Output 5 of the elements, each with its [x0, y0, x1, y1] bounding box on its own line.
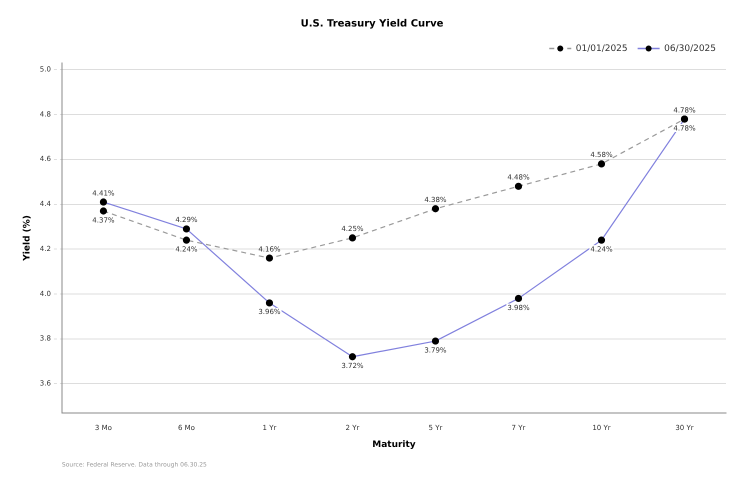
legend-label: 06/30/2025 [664, 44, 716, 54]
legend-label: 01/01/2025 [576, 44, 628, 54]
chart-title: U.S. Treasury Yield Curve [300, 18, 444, 30]
y-axis-title: Yield (%) [22, 215, 33, 262]
x-axis-title: Maturity [372, 440, 416, 450]
